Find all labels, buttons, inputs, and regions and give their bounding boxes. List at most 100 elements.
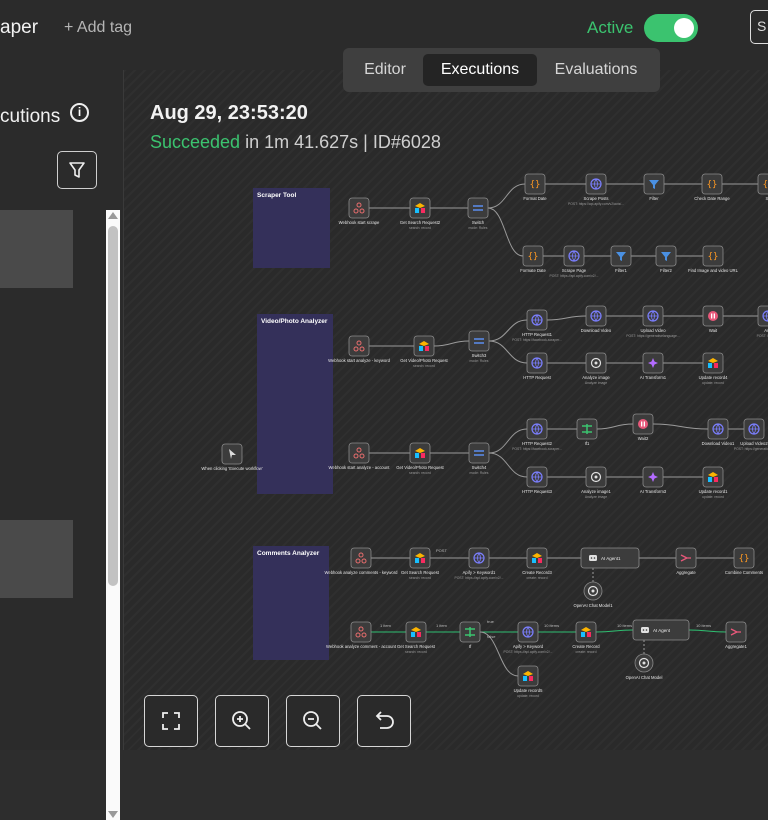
node-label: Update record1 <box>699 489 729 494</box>
sticky-note[interactable] <box>257 314 333 494</box>
node-n52[interactable] <box>632 619 690 641</box>
edge-label: true <box>487 619 495 624</box>
execution-list-item[interactable] <box>0 210 73 288</box>
connection-line[interactable] <box>488 340 528 364</box>
connection-line[interactable] <box>546 315 587 321</box>
svg-text:{}: {} <box>530 180 541 190</box>
airtable-icon <box>708 472 718 482</box>
edge-label: false <box>487 634 496 639</box>
active-toggle[interactable] <box>644 14 698 42</box>
scroll-up-arrow-icon[interactable] <box>108 212 118 219</box>
sticky-note[interactable] <box>253 546 329 660</box>
tab-editor[interactable]: Editor <box>364 61 406 78</box>
node-n14[interactable] <box>348 335 370 357</box>
svg-text:{}: {} <box>763 180 768 190</box>
connection-line[interactable] <box>652 423 709 430</box>
airtable-icon <box>415 553 425 563</box>
node-label: Switch4 <box>472 465 487 470</box>
connection-line[interactable] <box>595 629 634 633</box>
connection-line[interactable] <box>487 183 526 209</box>
node-sublabel: update: record <box>702 495 724 499</box>
robot-icon <box>641 627 649 633</box>
edge-label: 1 item <box>436 623 448 628</box>
filter-icon <box>649 180 659 189</box>
switch-icon <box>473 205 483 211</box>
sidebar-scrollbar[interactable] <box>106 210 120 820</box>
sparkle-icon <box>648 358 658 368</box>
tab-executions[interactable]: Executions <box>423 54 537 86</box>
node-sublabel: update: record <box>517 694 539 698</box>
node-n43[interactable] <box>580 547 640 569</box>
node-label: HTTP Request1 <box>522 332 553 337</box>
node-n8[interactable] <box>757 173 768 195</box>
node-label: Get Video/Photo Request <box>400 358 448 363</box>
tab-evaluations[interactable]: Evaluations <box>554 61 638 78</box>
connection-line[interactable] <box>488 452 528 478</box>
filter-icon <box>661 252 671 261</box>
filter-icon <box>616 252 626 261</box>
connection-line[interactable] <box>596 423 634 430</box>
airtable-icon <box>415 448 425 458</box>
node-label: Se <box>765 196 768 201</box>
node-sublabel: mode: Rules <box>469 359 488 363</box>
workflow-canvas[interactable]: Scraper Tool Video/Photo Analyzer Comments… <box>124 70 768 750</box>
node-label: Combine Comments <box>725 570 763 575</box>
node-n9[interactable] <box>522 245 544 267</box>
connection-line[interactable] <box>479 631 519 677</box>
openai-icon <box>587 585 599 597</box>
node-n27[interactable] <box>348 442 370 464</box>
node-n39[interactable] <box>350 547 372 569</box>
share-button[interactable]: S <box>750 10 768 44</box>
node-label: Download Video <box>581 328 612 333</box>
execution-list-item[interactable] <box>0 520 73 598</box>
edge-label: 10 items <box>544 623 559 628</box>
zoom-out-button[interactable] <box>286 695 340 747</box>
reset-zoom-button[interactable] <box>357 695 411 747</box>
undo-icon <box>375 711 394 729</box>
code-icon: {} <box>528 252 539 262</box>
info-icon[interactable]: i <box>70 103 89 122</box>
scroll-thumb[interactable] <box>108 226 118 586</box>
node-n13[interactable] <box>702 245 724 267</box>
connection-line[interactable] <box>688 629 727 633</box>
if-icon <box>582 424 592 434</box>
node-n45[interactable] <box>733 547 755 569</box>
node-sublabel: POST: https://api.apify.com/v2/... <box>455 576 504 580</box>
connection-line[interactable] <box>433 340 470 347</box>
node-n29[interactable] <box>468 442 490 464</box>
node-n47[interactable] <box>350 621 372 643</box>
node-sublabel: Analyze image <box>585 381 607 385</box>
connection-line[interactable] <box>488 428 528 454</box>
add-tag-button[interactable]: + Add tag <box>64 19 133 36</box>
openai-icon <box>590 357 602 369</box>
zoom-out-icon <box>303 711 322 730</box>
node-label: OpenAI Chat Model1 <box>573 603 613 608</box>
filter-button[interactable] <box>57 151 97 189</box>
node-label: Aggregate1 <box>725 644 747 649</box>
active-label: Active <box>587 18 634 37</box>
node-label: Ana <box>764 328 768 333</box>
sticky-note[interactable] <box>253 188 330 268</box>
node-n4[interactable] <box>524 173 546 195</box>
node-label: If1 <box>585 441 590 446</box>
connection-line[interactable] <box>487 207 524 257</box>
filter-icon <box>69 162 85 178</box>
scroll-down-arrow-icon[interactable] <box>108 811 118 818</box>
node-label: Filter <box>649 196 659 201</box>
node-n1[interactable] <box>348 197 370 219</box>
code-icon: {} <box>739 554 750 564</box>
http-icon <box>531 357 543 369</box>
workflow-name[interactable]: aper <box>0 17 39 38</box>
node-label: HTTP Request3 <box>522 489 553 494</box>
http-icon <box>531 423 543 435</box>
node-n7[interactable] <box>701 173 723 195</box>
fit-view-button[interactable] <box>144 695 198 747</box>
node-n16[interactable] <box>468 330 490 352</box>
toggle-knob <box>674 18 694 38</box>
node-n3[interactable] <box>467 197 489 219</box>
connection-line[interactable] <box>488 319 528 342</box>
node-label: Webhook start analyze - keyword <box>328 358 391 363</box>
node-sublabel: create: record <box>527 576 548 580</box>
webhook-icon <box>355 626 367 638</box>
zoom-in-button[interactable] <box>215 695 269 747</box>
